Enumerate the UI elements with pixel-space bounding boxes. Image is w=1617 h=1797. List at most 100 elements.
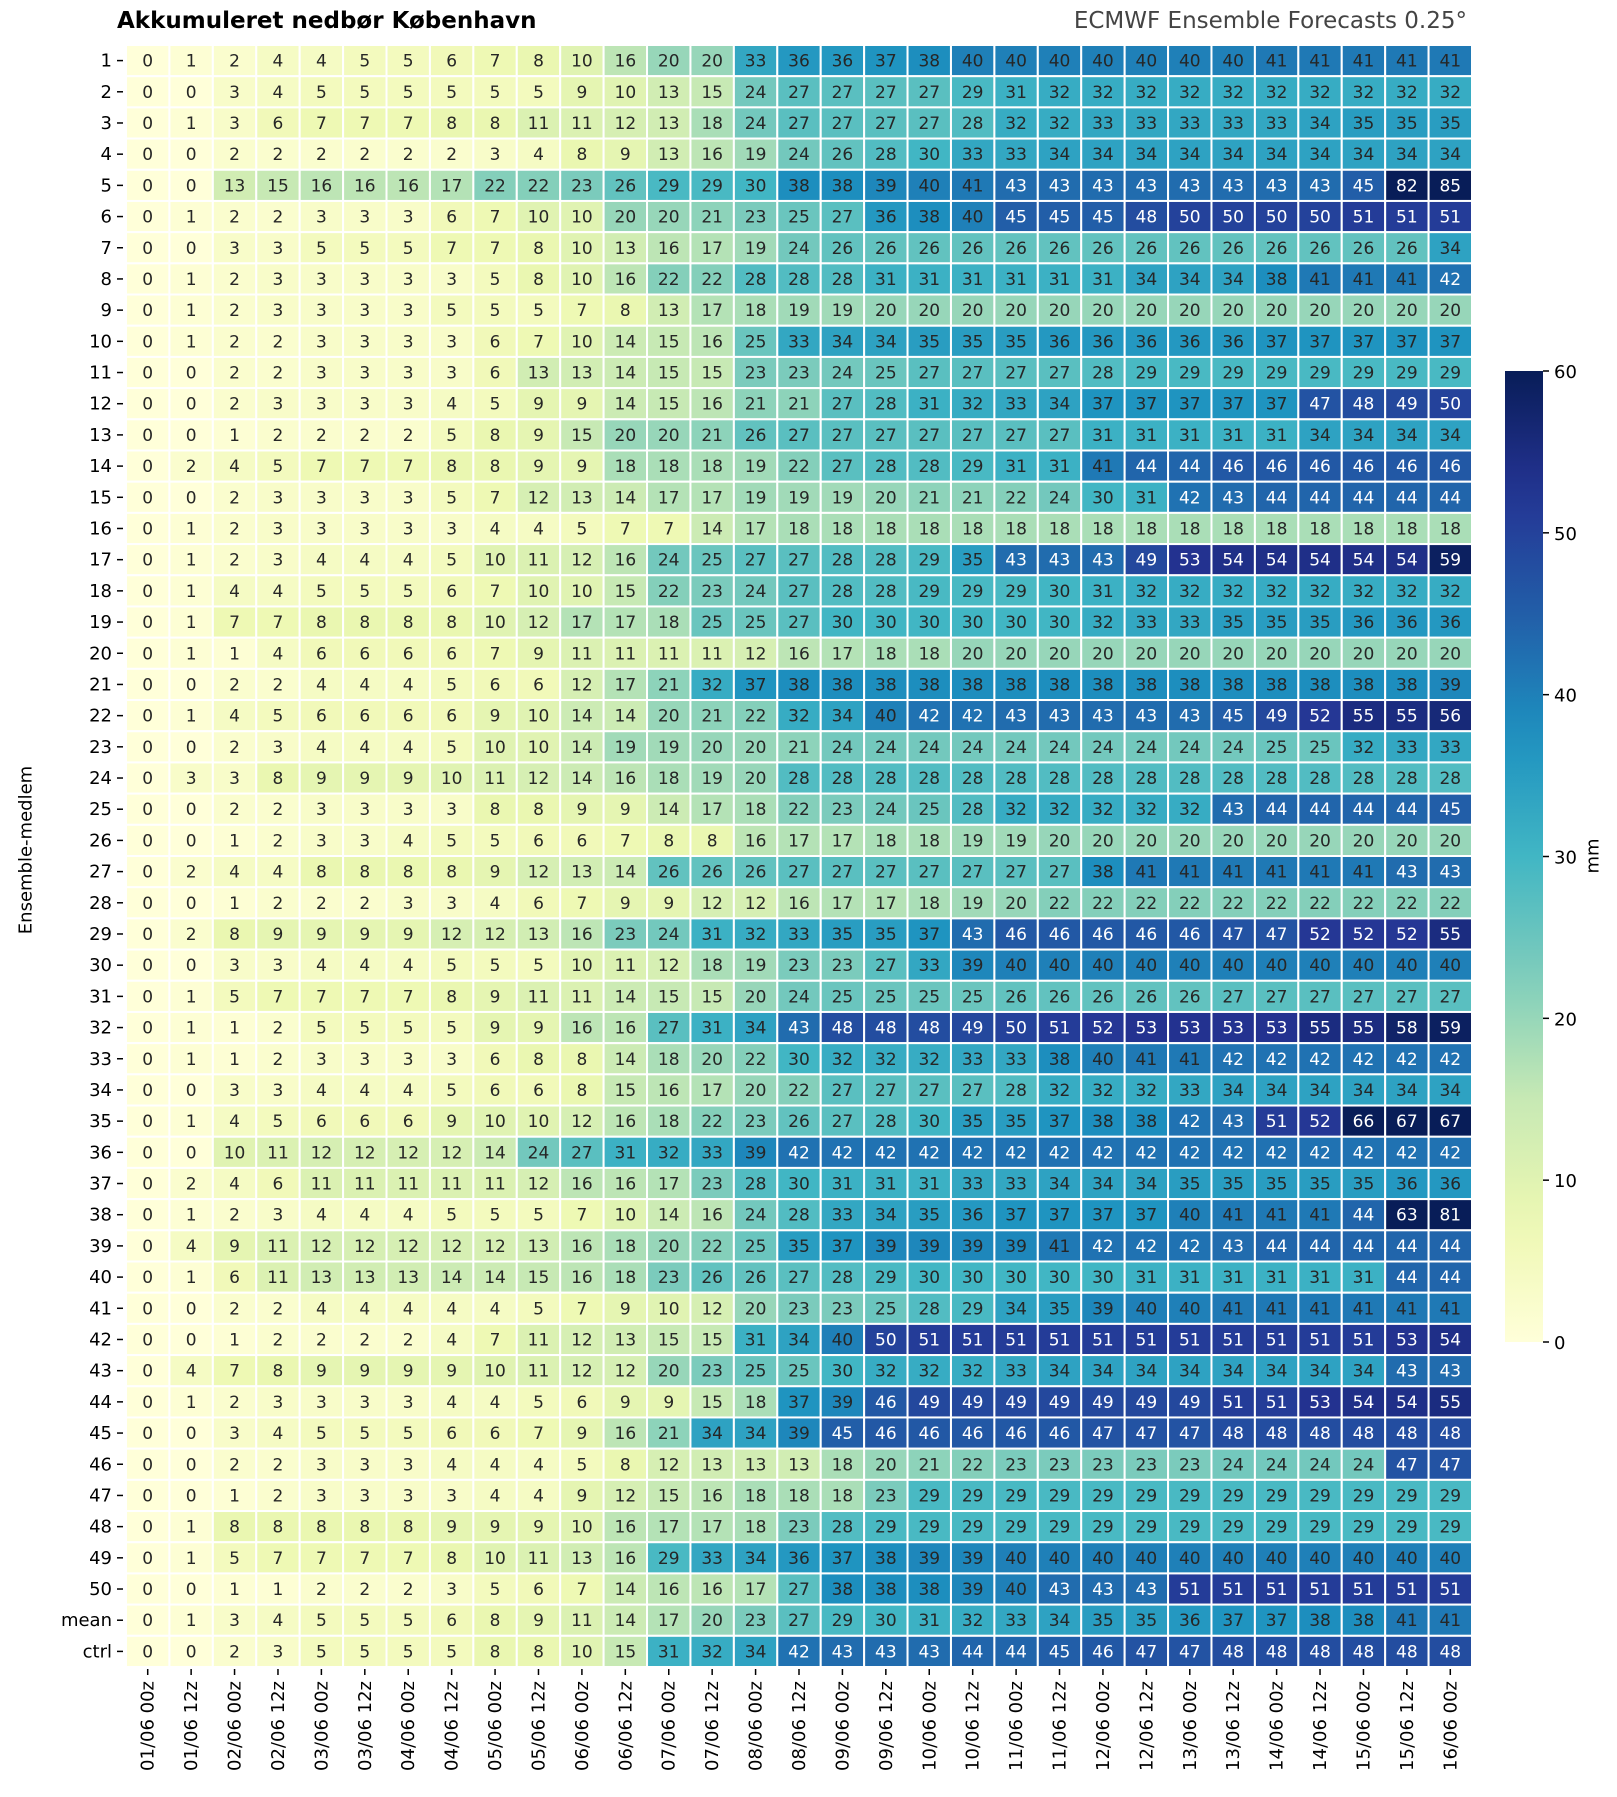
cell-value-label: 32 <box>1092 613 1114 633</box>
heatmap-cell <box>602 355 649 390</box>
cell-value-label: 1 <box>229 426 240 446</box>
cell-value-label: 19 <box>745 457 767 477</box>
cell-value-label: 37 <box>1439 332 1461 352</box>
cell-value-label: 5 <box>533 301 544 321</box>
cell-value-label: 42 <box>1092 1143 1114 1163</box>
cell-value-label: 43 <box>918 1642 940 1662</box>
cell-value-label: 42 <box>1049 1143 1071 1163</box>
cell-value-label: 3 <box>359 831 370 851</box>
cell-value-label: 30 <box>918 613 940 633</box>
cell-value-label: 24 <box>1222 738 1244 758</box>
cell-value-label: 38 <box>1005 675 1027 695</box>
cell-value-label: 18 <box>1396 519 1418 539</box>
cell-value-label: 24 <box>788 987 810 1007</box>
cell-value-label: 2 <box>403 1580 414 1600</box>
cell-value-label: 9 <box>620 145 631 165</box>
heatmap-cell <box>342 168 388 202</box>
heatmap-cell <box>298 44 345 78</box>
cell-value-label: 22 <box>1439 894 1461 914</box>
cell-value-label: 42 <box>1222 1143 1244 1163</box>
cell-value-label: 4 <box>316 675 327 695</box>
cell-value-label: 43 <box>1396 863 1418 883</box>
cell-value-label: 42 <box>1222 1050 1244 1070</box>
cell-value-label: 5 <box>533 1299 544 1319</box>
cell-value-label: 18 <box>658 769 680 789</box>
cell-value-label: 4 <box>533 145 544 165</box>
heatmap-cell <box>646 449 692 483</box>
cell-value-label: 52 <box>1309 1112 1331 1132</box>
cell-value-label: 31 <box>875 270 897 290</box>
cell-value-label: 42 <box>832 1143 854 1163</box>
heatmap-cell <box>342 137 388 171</box>
cell-value-label: 34 <box>1353 1362 1375 1382</box>
cell-value-label: 9 <box>620 1393 631 1413</box>
cell-value-label: 11 <box>701 644 723 664</box>
cell-value-label: 18 <box>615 457 637 477</box>
cell-value-label: 14 <box>615 395 637 415</box>
cell-value-label: 6 <box>359 644 370 664</box>
cell-value-label: 34 <box>745 1549 767 1569</box>
cell-value-label: 16 <box>701 145 723 165</box>
cell-value-label: 5 <box>316 83 327 103</box>
cell-value-label: 53 <box>1396 1330 1418 1350</box>
cell-value-label: 1 <box>186 519 197 539</box>
cell-value-label: 3 <box>403 208 414 228</box>
cell-value-label: 23 <box>1092 1455 1114 1475</box>
cell-value-label: 27 <box>745 551 767 571</box>
cell-value-label: 39 <box>962 1237 984 1257</box>
cell-value-label: 43 <box>1092 551 1114 571</box>
cell-value-label: 8 <box>316 613 327 633</box>
cell-value-label: 34 <box>1439 145 1461 165</box>
cell-value-label: 16 <box>658 1081 680 1101</box>
heatmap-cell <box>689 293 735 327</box>
heatmap-cell <box>1036 75 1083 109</box>
cell-value-label: 2 <box>229 1455 240 1475</box>
cell-value-label: 7 <box>490 52 501 72</box>
cell-value-label: 7 <box>273 987 284 1007</box>
cell-value-label: 24 <box>1353 1455 1375 1475</box>
cell-value-label: 20 <box>745 1299 767 1319</box>
cell-value-label: 23 <box>788 956 810 976</box>
cell-value-label: 33 <box>1136 114 1158 134</box>
cell-value-label: 34 <box>1049 145 1071 165</box>
cell-value-label: 46 <box>1353 457 1375 477</box>
cell-value-label: 14 <box>484 1143 506 1163</box>
cell-value-label: 29 <box>1049 1486 1071 1506</box>
cell-value-label: 48 <box>832 1019 854 1039</box>
cell-value-label: 24 <box>745 114 767 134</box>
cell-value-label: 15 <box>658 1486 680 1506</box>
cell-value-label: 27 <box>1005 364 1027 384</box>
cell-value-label: 0 <box>142 551 153 571</box>
cell-value-label: 3 <box>446 270 457 290</box>
cell-value-label: 18 <box>1266 519 1288 539</box>
cell-value-label: 6 <box>359 1112 370 1132</box>
cell-value-label: 2 <box>229 145 240 165</box>
cell-value-label: 0 <box>142 364 153 384</box>
cell-value-label: 20 <box>1309 831 1331 851</box>
cell-value-label: 32 <box>1179 83 1201 103</box>
cell-value-label: 56 <box>1439 707 1461 727</box>
cell-value-label: 40 <box>1179 956 1201 976</box>
heatmap-cell <box>993 199 1039 234</box>
cell-value-label: 38 <box>1309 1611 1331 1631</box>
cell-value-label: 24 <box>658 925 680 945</box>
cell-value-label: 16 <box>571 925 593 945</box>
cell-value-label: 5 <box>359 83 370 103</box>
cell-value-label: 16 <box>701 1580 723 1600</box>
cell-value-label: 7 <box>316 114 327 134</box>
cell-value-label: 38 <box>832 176 854 196</box>
cell-value-label: 41 <box>1222 1206 1244 1226</box>
cell-value-label: 1 <box>186 301 197 321</box>
cell-value-label: 51 <box>1266 1330 1288 1350</box>
cell-value-label: 45 <box>1439 800 1461 820</box>
cell-value-label: 30 <box>832 613 854 633</box>
cell-value-label: 8 <box>490 1611 501 1631</box>
cell-value-label: 67 <box>1439 1112 1461 1132</box>
cell-value-label: 16 <box>571 1175 593 1195</box>
cell-value-label: 1 <box>186 1268 197 1288</box>
y-tick-label: 23 <box>89 737 112 758</box>
cell-value-label: 18 <box>875 831 897 851</box>
cell-value-label: 27 <box>788 551 810 571</box>
cell-value-label: 7 <box>576 1580 587 1600</box>
cell-value-label: 48 <box>1222 1642 1244 1662</box>
